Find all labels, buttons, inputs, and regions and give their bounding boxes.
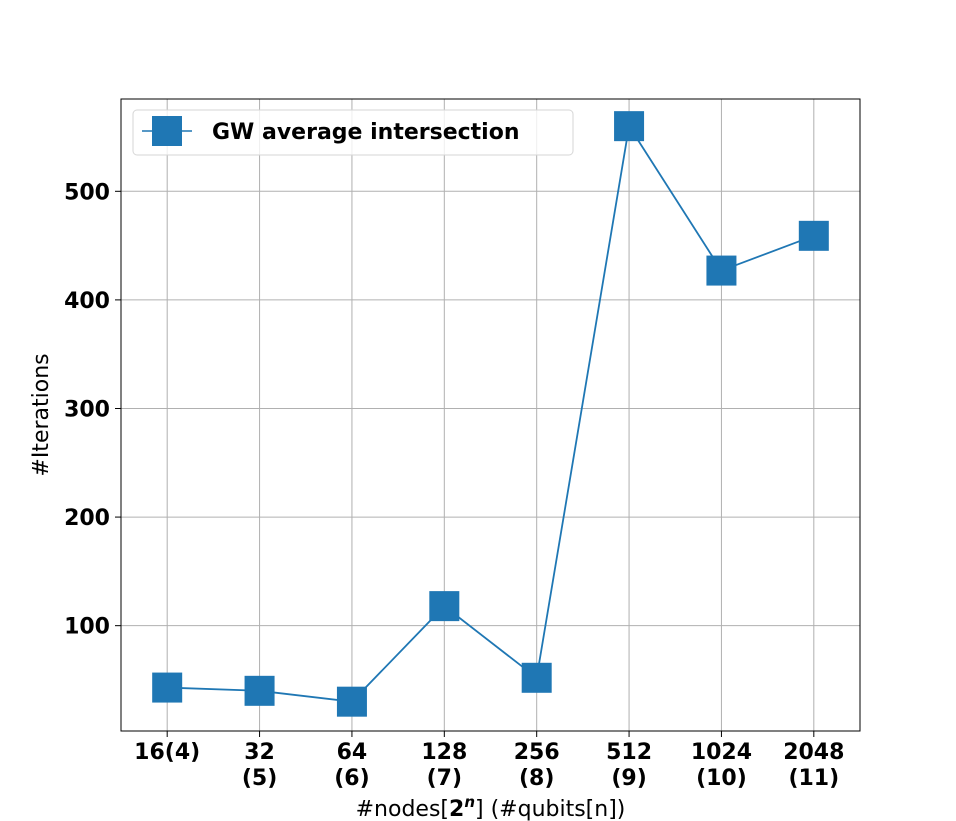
x-tick-label-line: 512: [606, 740, 652, 765]
x-tick-label-line: 16(4): [134, 740, 200, 765]
y-axis-ticks: 100 200 300 400 500: [64, 180, 121, 640]
x-tick-label: 64 (6): [334, 740, 369, 791]
x-tick-label: 32 (5): [242, 740, 277, 791]
legend: GW average intersection: [132, 109, 574, 156]
x-tick-label-line: 128: [421, 740, 467, 765]
y-axis-label: #Iterations: [29, 353, 54, 476]
series-layer: [152, 111, 829, 717]
x-axis-label-prefix: #nodes[: [356, 797, 449, 821]
y-tick-label: 100: [64, 615, 110, 640]
x-axis-label-suffix: ] (#qubits[n]): [475, 797, 625, 821]
x-tick-label-line: (5): [242, 766, 277, 791]
y-tick-label: 400: [64, 289, 110, 314]
grid: [121, 99, 860, 731]
data-point: [614, 111, 645, 142]
legend-box: [132, 109, 574, 156]
x-tick-label-line: (11): [788, 766, 839, 791]
data-point: [521, 662, 552, 693]
legend-square-marker: [152, 116, 182, 146]
x-tick-label: 16(4): [134, 740, 200, 765]
data-point: [244, 675, 275, 706]
x-tick-label-line: (9): [611, 766, 646, 791]
data-point: [429, 591, 460, 622]
legend-label: GW average intersection: [212, 120, 520, 145]
x-axis-ticks: 16(4) 32 (5) 64 (6) 128 (7) 256 (8) 512 (9) 1024 (10…: [134, 731, 844, 791]
x-tick-label-line: (7): [427, 766, 462, 791]
x-tick-label-line: (10): [696, 766, 747, 791]
x-tick-label: 128 (7): [421, 740, 467, 791]
x-axis-label: #nodes[2n] (#qubits[n]): [356, 793, 626, 821]
x-axis-label-sup: n: [464, 793, 475, 811]
data-point: [798, 220, 829, 251]
x-tick-label: 256 (8): [514, 740, 560, 791]
x-tick-label-line: (8): [519, 766, 554, 791]
series-line: [167, 123, 815, 703]
x-tick-label-line: 2048: [783, 740, 844, 765]
x-tick-label-line: (6): [334, 766, 369, 791]
x-tick-label: 1024 (10): [691, 740, 752, 791]
y-tick-label: 500: [64, 180, 110, 205]
y-tick-label: 300: [64, 397, 110, 422]
data-point: [706, 255, 737, 286]
data-point: [152, 672, 183, 703]
x-axis-label-base: 2: [449, 797, 464, 821]
x-tick-label: 512 (9): [606, 740, 652, 791]
x-tick-label: 2048 (11): [783, 740, 844, 791]
x-tick-label-line: 1024: [691, 740, 752, 765]
y-tick-label: 200: [64, 506, 110, 531]
data-point: [336, 686, 367, 717]
x-tick-label-line: 256: [514, 740, 560, 765]
x-tick-label-line: 32: [244, 740, 275, 765]
plot-frame: [120, 98, 861, 732]
x-tick-label-line: 64: [337, 740, 368, 765]
